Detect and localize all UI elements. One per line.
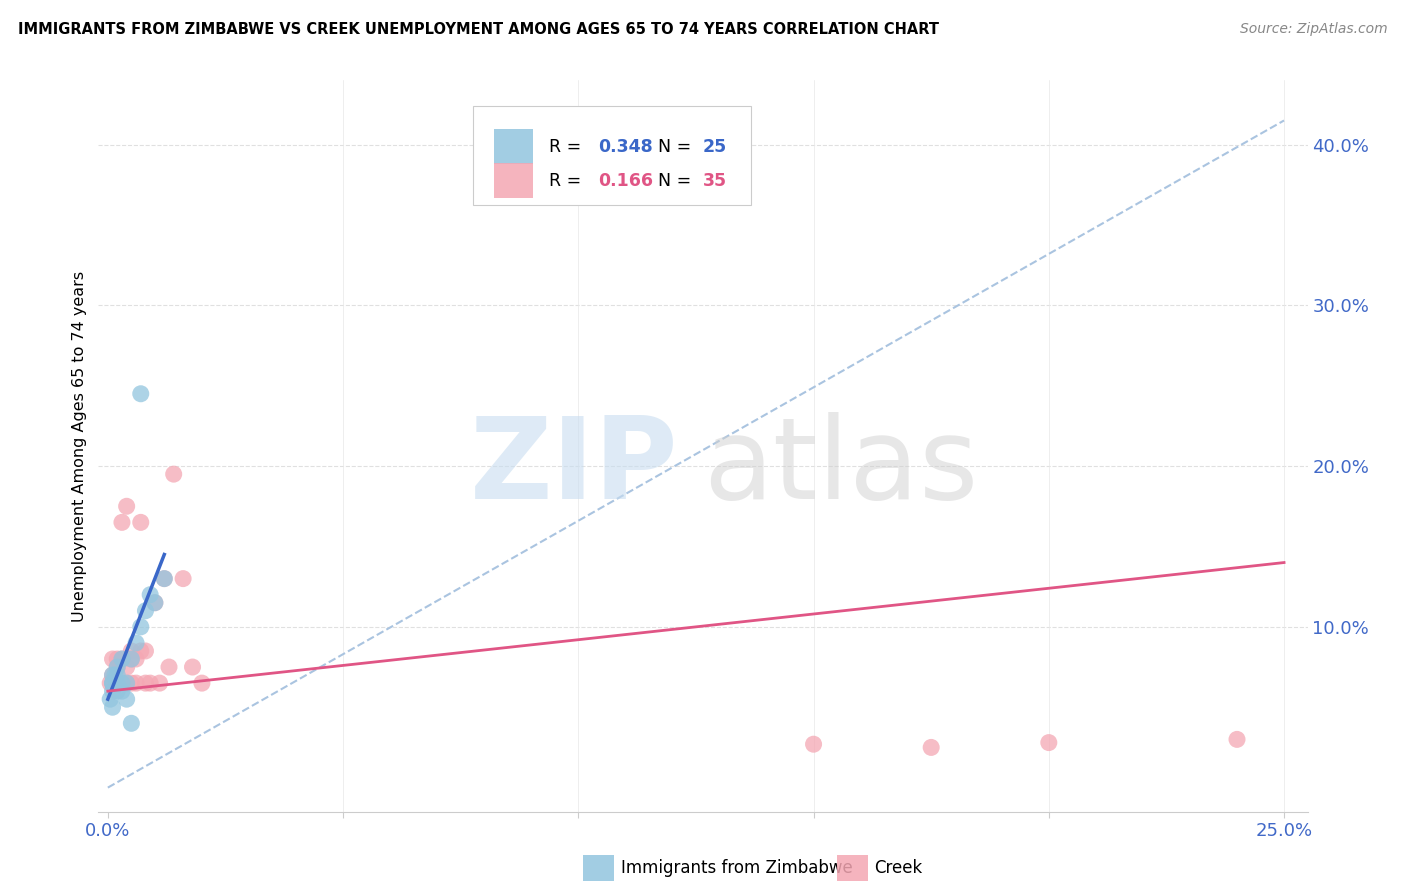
Point: [149, 676, 172, 690]
Point: [115, 676, 138, 690]
Text: atlas: atlas: [703, 412, 979, 524]
Point: [120, 652, 142, 666]
Point: [125, 676, 148, 690]
Point: [105, 684, 128, 698]
Text: IMMIGRANTS FROM ZIMBABWE VS CREEK UNEMPLOYMENT AMONG AGES 65 TO 74 YEARS CORRELA: IMMIGRANTS FROM ZIMBABWE VS CREEK UNEMPL…: [18, 22, 939, 37]
Point: [129, 644, 152, 658]
Point: [120, 652, 142, 666]
Text: 0.166: 0.166: [598, 172, 652, 190]
Point: [105, 676, 128, 690]
Point: [129, 386, 152, 401]
Text: 25: 25: [703, 138, 727, 156]
Point: [129, 516, 152, 530]
Point: [139, 588, 162, 602]
Point: [104, 668, 127, 682]
Point: [98, 676, 121, 690]
Point: [111, 684, 134, 698]
Point: [101, 676, 124, 690]
Point: [101, 676, 124, 690]
Point: [111, 652, 134, 666]
Point: [111, 676, 134, 690]
Point: [153, 572, 176, 586]
Text: N =: N =: [658, 138, 697, 156]
Point: [163, 467, 186, 482]
Text: ZIP: ZIP: [471, 412, 679, 524]
Point: [139, 676, 162, 690]
Point: [181, 660, 204, 674]
Text: N =: N =: [658, 172, 697, 190]
Text: Immigrants from Zimbabwe: Immigrants from Zimbabwe: [621, 859, 853, 877]
Point: [111, 676, 134, 690]
Text: 0.348: 0.348: [598, 138, 652, 156]
Y-axis label: Unemployment Among Ages 65 to 74 years: Unemployment Among Ages 65 to 74 years: [72, 270, 87, 622]
Point: [129, 620, 152, 634]
Point: [105, 668, 128, 682]
FancyBboxPatch shape: [494, 128, 533, 164]
Point: [191, 676, 214, 690]
Point: [134, 676, 156, 690]
Point: [101, 684, 124, 698]
Point: [125, 636, 148, 650]
Point: [105, 660, 128, 674]
Point: [143, 596, 166, 610]
Point: [1226, 732, 1249, 747]
Point: [115, 660, 138, 674]
Point: [125, 652, 148, 666]
Text: Source: ZipAtlas.com: Source: ZipAtlas.com: [1240, 22, 1388, 37]
Point: [111, 652, 134, 666]
Text: R =: R =: [550, 172, 588, 190]
Point: [120, 644, 142, 658]
Point: [115, 676, 138, 690]
Point: [120, 676, 142, 690]
Point: [101, 676, 124, 690]
Point: [143, 596, 166, 610]
Point: [134, 604, 156, 618]
Point: [803, 737, 825, 751]
Point: [120, 716, 142, 731]
FancyBboxPatch shape: [474, 106, 751, 204]
Point: [157, 660, 180, 674]
Text: 35: 35: [703, 172, 727, 190]
Point: [98, 692, 121, 706]
Point: [115, 500, 138, 514]
Point: [111, 516, 134, 530]
Point: [172, 572, 194, 586]
FancyBboxPatch shape: [494, 162, 533, 198]
Point: [101, 668, 124, 682]
Point: [105, 676, 128, 690]
Point: [101, 700, 124, 714]
Text: Creek: Creek: [875, 859, 922, 877]
Text: R =: R =: [550, 138, 588, 156]
Point: [105, 652, 128, 666]
Point: [920, 740, 942, 755]
Point: [1038, 736, 1060, 750]
Point: [101, 652, 124, 666]
Point: [105, 660, 128, 674]
Point: [153, 572, 176, 586]
Point: [115, 692, 138, 706]
Point: [101, 668, 124, 682]
Point: [134, 644, 156, 658]
